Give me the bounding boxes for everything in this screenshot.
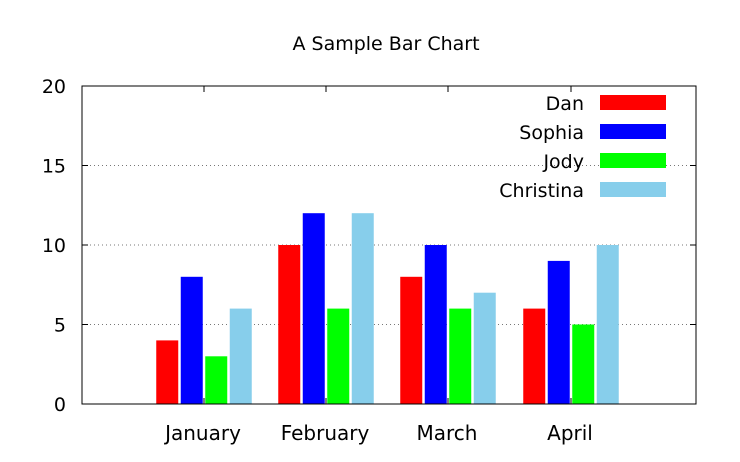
y-tick-label: 10 [42, 235, 66, 257]
bar-sophia-april [547, 260, 570, 404]
y-axis-tick-labels: 0 5 10 15 20 [42, 76, 66, 416]
axis-ticks [82, 85, 696, 405]
bar-jody-january [205, 356, 228, 404]
legend-entry-dan: Dan [546, 93, 666, 115]
legend-entry-christina: Christina [499, 180, 666, 202]
legend-label: Dan [546, 93, 584, 115]
y-tick-label: 20 [42, 76, 66, 98]
x-axis-tick-labels: January February March April [163, 421, 593, 445]
x-tick-label: March [417, 421, 478, 445]
bar-dan-april [523, 308, 546, 404]
bar-christina-february [351, 213, 374, 404]
bar-jody-march [449, 308, 472, 404]
bar-jody-february [327, 308, 350, 404]
legend-label: Christina [499, 180, 584, 202]
bar-sophia-january [180, 276, 203, 404]
x-tick-label: January [163, 421, 241, 445]
bar-christina-april [596, 245, 619, 404]
y-tick-label: 5 [54, 315, 66, 337]
legend-swatch [600, 124, 666, 139]
legend-swatch [600, 95, 666, 110]
bar-jody-april [572, 324, 595, 404]
x-tick-label: April [547, 421, 593, 445]
bar-dan-february [278, 245, 301, 404]
y-tick-label: 15 [42, 156, 66, 178]
bar-sophia-february [302, 213, 325, 404]
legend-label: Sophia [519, 122, 584, 144]
bars [156, 213, 619, 404]
legend-entry-jody: Jody [542, 151, 666, 173]
chart-title: A Sample Bar Chart [292, 33, 479, 55]
bar-dan-january [156, 340, 179, 404]
bar-christina-january [229, 308, 252, 404]
legend-swatch [600, 182, 666, 197]
y-tick-label: 0 [54, 394, 66, 416]
bar-dan-march [400, 276, 423, 404]
x-tick-label: February [281, 421, 370, 445]
legend-label: Jody [542, 151, 584, 173]
legend-entry-sophia: Sophia [519, 122, 666, 144]
legend: Dan Sophia Jody Christina [499, 93, 666, 202]
bar-sophia-march [424, 245, 447, 404]
legend-swatch [600, 153, 666, 168]
bar-christina-march [473, 292, 496, 404]
